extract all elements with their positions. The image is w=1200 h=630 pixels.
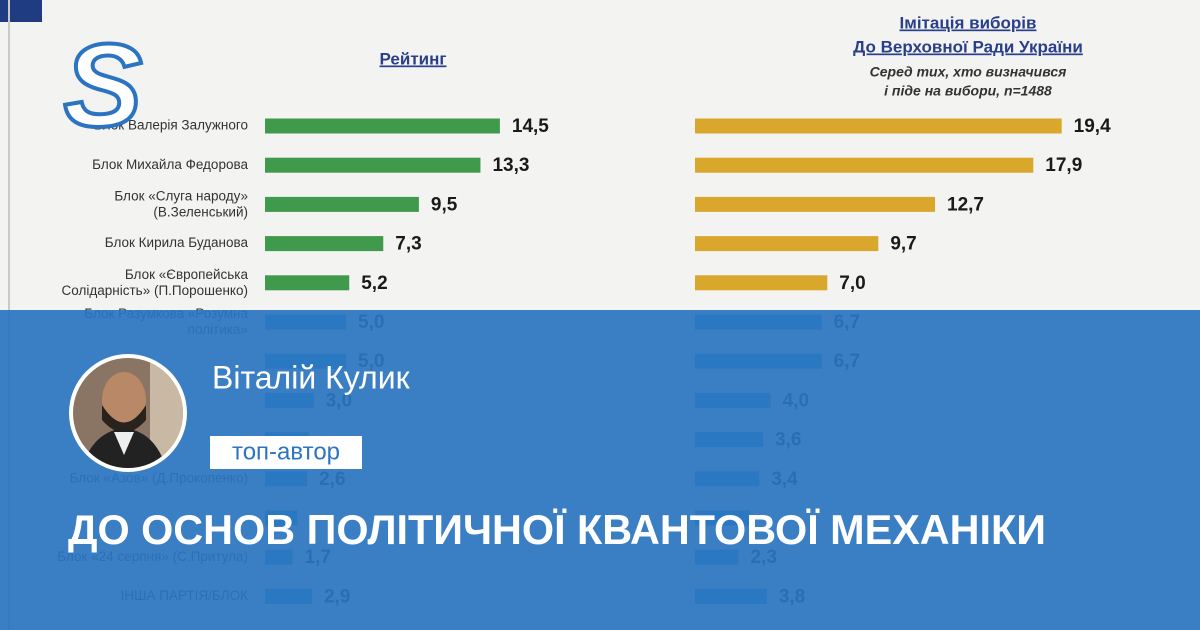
value-label: 13,3 xyxy=(492,155,529,176)
bar xyxy=(265,236,384,252)
category-label: Блок «Слуга народу» (В.Зеленський) xyxy=(114,188,248,219)
chart-title: Імітація виборів xyxy=(900,13,1037,32)
value-label: 5,2 xyxy=(361,273,387,294)
chart-title: До Верховної Ради України xyxy=(853,37,1083,56)
avatar xyxy=(69,354,187,472)
overlay xyxy=(0,310,1200,630)
bar xyxy=(695,157,1034,173)
bar xyxy=(265,196,419,212)
value-label: 7,3 xyxy=(395,234,421,255)
bar xyxy=(265,275,350,291)
author-name: Віталій Кулик xyxy=(212,359,411,395)
value-label: 14,5 xyxy=(512,116,549,137)
bar xyxy=(695,196,936,212)
value-label: 19,4 xyxy=(1074,116,1111,137)
badge xyxy=(210,436,362,469)
bar xyxy=(695,118,1062,134)
bar xyxy=(695,275,828,291)
value-label: 17,9 xyxy=(1045,155,1082,176)
value-label: 7,0 xyxy=(839,273,865,294)
chart-subtitle: і піде на вибори, n=1488 xyxy=(884,83,1052,99)
chart-subtitle: Серед тих, хто визначився xyxy=(870,64,1067,80)
bar xyxy=(265,118,500,134)
bar xyxy=(265,157,481,173)
chart-title: Рейтинг xyxy=(380,49,447,68)
value-label: 12,7 xyxy=(947,194,984,215)
corner-block xyxy=(0,0,42,22)
bar xyxy=(695,236,879,252)
value-label: 9,7 xyxy=(890,234,916,255)
category-label: Блок Михайла Федорова xyxy=(92,157,248,172)
category-label: Блок Кирила Буданова xyxy=(105,235,249,250)
value-label: 9,5 xyxy=(431,194,458,215)
category-label: Блок Валерія Залужного xyxy=(94,118,248,133)
badge-label: топ-автор xyxy=(232,438,340,465)
headline: ДО ОСНОВ ПОЛІТИЧНОЇ КВАНТОВОЇ МЕХАНІКИ xyxy=(68,506,1046,553)
category-label: Блок «Європейська Солідарність» (П.Пороше… xyxy=(62,266,249,297)
logo: S xyxy=(64,20,143,152)
